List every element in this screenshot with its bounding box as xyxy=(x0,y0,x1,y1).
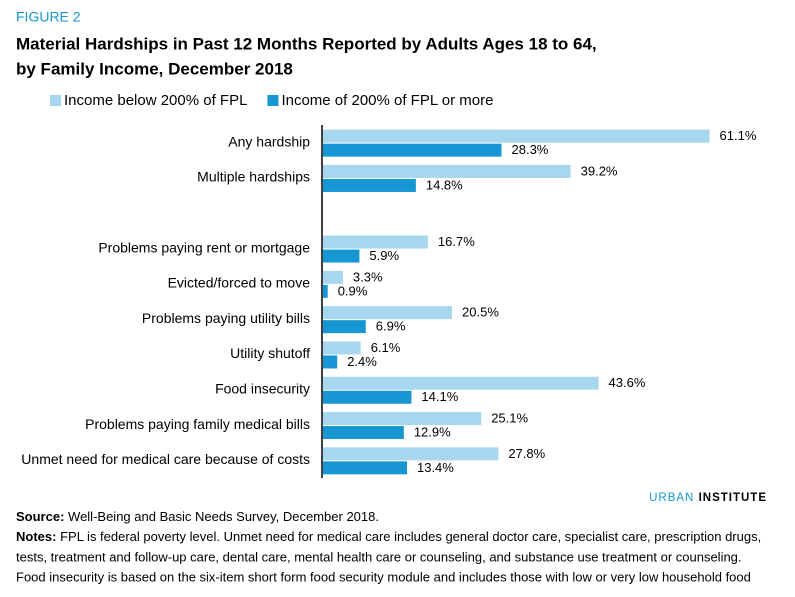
y-tick-label: Utility shutoff xyxy=(230,345,310,361)
legend-label: Income below 200% of FPL xyxy=(64,92,247,109)
bar xyxy=(323,320,366,334)
y-tick-label: Problems paying family medical bills xyxy=(85,416,310,432)
source-text: Well-Being and Basic Needs Survey, Decem… xyxy=(68,509,379,524)
value-label: 13.4% xyxy=(417,460,454,475)
brand: URBAN INSTITUTE xyxy=(649,492,767,504)
legend-label: Income of 200% of FPL or more xyxy=(281,92,493,109)
bar xyxy=(323,355,338,369)
bar xyxy=(323,270,343,284)
bar xyxy=(323,249,360,263)
notes-text: Food insecurity is based on the six-item… xyxy=(16,569,751,584)
value-label: 2.4% xyxy=(347,354,377,369)
y-tick-label: Food insecurity xyxy=(215,380,310,396)
value-label: 28.3% xyxy=(512,142,549,157)
bar xyxy=(323,178,416,192)
y-tick-label: Any hardship xyxy=(228,133,310,149)
value-label: 43.6% xyxy=(609,375,646,390)
bar xyxy=(323,447,499,461)
chart-title: by Family Income, December 2018 xyxy=(16,59,293,78)
value-label: 6.9% xyxy=(376,319,406,334)
y-tick-label: Multiple hardships xyxy=(197,169,310,185)
bar xyxy=(323,412,482,426)
bar xyxy=(323,306,453,320)
value-label: 25.1% xyxy=(491,410,528,425)
y-tick-label: Problems paying utility bills xyxy=(142,310,310,326)
chart-title: Material Hardships in Past 12 Months Rep… xyxy=(16,34,597,53)
value-label: 3.3% xyxy=(353,269,383,284)
notes-label: Notes: xyxy=(16,529,56,544)
value-label: 16.7% xyxy=(438,234,475,249)
bar xyxy=(323,376,599,390)
bar xyxy=(323,129,710,143)
bar xyxy=(323,426,404,440)
legend-swatch xyxy=(267,95,279,106)
value-label: 39.2% xyxy=(581,163,618,178)
notes-text: FPL is federal poverty level. Unmet need… xyxy=(60,529,761,544)
brand-part: URBAN xyxy=(649,492,694,504)
value-label: 20.5% xyxy=(462,305,499,320)
bar xyxy=(323,235,428,249)
brand-part: INSTITUTE xyxy=(699,492,767,504)
notes-text: tests, treatment and follow-up care, den… xyxy=(16,549,742,564)
source: Source: Well-Being and Basic Needs Surve… xyxy=(16,509,379,524)
notes: Notes: FPL is federal poverty level. Unm… xyxy=(16,529,761,544)
figure-label: FIGURE 2 xyxy=(16,9,81,25)
value-label: 0.9% xyxy=(338,283,368,298)
bar xyxy=(323,341,361,355)
value-label: 6.1% xyxy=(371,340,401,355)
y-tick-label: Unmet need for medical care because of c… xyxy=(21,451,310,467)
value-label: 12.9% xyxy=(414,424,451,439)
y-tick-label: Evicted/forced to move xyxy=(168,275,311,291)
source-label: Source: xyxy=(16,509,64,524)
bar xyxy=(323,284,328,298)
legend-swatch xyxy=(50,95,61,106)
value-label: 14.8% xyxy=(426,177,463,192)
value-label: 5.9% xyxy=(369,248,399,263)
value-label: 27.8% xyxy=(508,446,545,461)
bar xyxy=(323,461,407,475)
value-label: 14.1% xyxy=(421,389,458,404)
bar xyxy=(323,390,412,404)
bar xyxy=(323,143,502,157)
y-tick-label: Problems paying rent or mortgage xyxy=(98,239,310,255)
bar xyxy=(323,164,571,178)
value-label: 61.1% xyxy=(720,128,757,143)
